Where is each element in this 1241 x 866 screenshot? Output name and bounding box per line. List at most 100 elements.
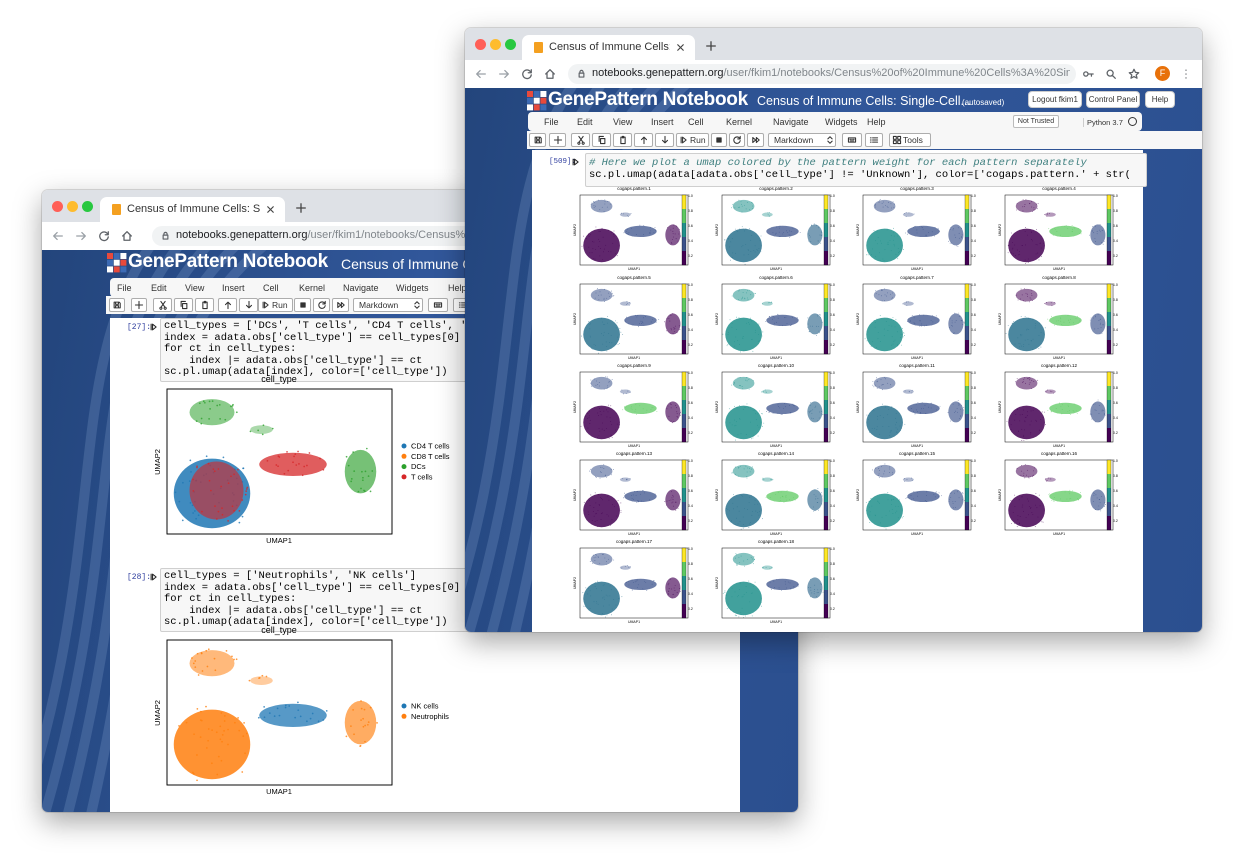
cell-dot [746, 403, 748, 405]
cell-dot [649, 232, 651, 233]
move-up-button[interactable] [634, 133, 653, 147]
insert-button[interactable] [131, 298, 147, 312]
paste-button[interactable] [195, 298, 214, 312]
cell-dot [237, 717, 239, 719]
cell-dot [760, 601, 762, 603]
colorbar-tick-label: 0.4 [688, 504, 693, 508]
menu-item[interactable]: Kernel [299, 283, 326, 293]
cell-dot [1033, 207, 1035, 209]
menu-item[interactable]: Navigate [343, 283, 379, 293]
header-button[interactable]: Help [1145, 91, 1175, 108]
back-icon [476, 69, 486, 79]
copy-button[interactable] [592, 133, 611, 147]
cell-dot [902, 303, 904, 305]
save-button[interactable] [529, 133, 546, 147]
cell-dot [915, 409, 917, 411]
stop-button[interactable] [294, 298, 311, 312]
cell-dot [1012, 247, 1014, 249]
menu-item[interactable]: Widgets [396, 283, 429, 293]
colorbar-frame [964, 371, 970, 443]
restart-button[interactable] [313, 298, 330, 312]
cluster-shade [189, 650, 235, 677]
keyboard-button[interactable] [842, 133, 862, 147]
keyboard-button[interactable] [428, 298, 448, 312]
menu-item[interactable]: View [185, 283, 205, 293]
menu-item[interactable]: Help [867, 117, 886, 127]
cell-dot [608, 292, 609, 294]
kbd-glyph [847, 137, 857, 143]
plot-frame-outline [166, 388, 393, 535]
stop-button[interactable] [711, 133, 727, 147]
cell-dot [622, 478, 624, 480]
paste-button[interactable] [613, 133, 632, 147]
cut-button[interactable] [153, 298, 172, 312]
cell-dot [668, 415, 670, 417]
header-button[interactable]: Logout fkim1 [1028, 91, 1082, 108]
browser-tab[interactable]: Census of Immune Cells: Single [522, 35, 695, 60]
window-control[interactable] [475, 39, 486, 50]
colorbar-tick-label: 0.6 [971, 401, 976, 405]
cell-dot [814, 589, 815, 590]
menu-item[interactable]: Help [448, 283, 467, 293]
home-glyph [122, 231, 132, 241]
run-button[interactable]: Run [676, 133, 709, 147]
move-up-button[interactable] [218, 298, 237, 312]
insert-button[interactable] [549, 133, 566, 147]
cell-type-select[interactable]: Markdown [768, 133, 836, 147]
menu-item[interactable]: Widgets [825, 117, 858, 127]
tools-button[interactable]: Tools [889, 133, 931, 147]
address-field[interactable] [568, 64, 1076, 84]
move-down-button[interactable] [655, 133, 674, 147]
cell-dot [653, 579, 655, 581]
cell-dot [1103, 412, 1105, 414]
menu-item[interactable]: Kernel [726, 117, 753, 127]
profile-avatar[interactable]: F [1155, 66, 1170, 81]
browser-tab[interactable]: Census of Immune Cells: Singl [100, 197, 285, 222]
cell-dot [884, 294, 886, 296]
menu-item[interactable]: Navigate [773, 117, 809, 127]
run-all-button[interactable] [332, 298, 349, 312]
cell-dot [629, 478, 631, 479]
cell-dot [602, 553, 604, 555]
window-control[interactable] [82, 201, 93, 212]
menu-item[interactable]: Cell [688, 117, 704, 127]
menu-item[interactable]: Cell [263, 283, 279, 293]
window-control[interactable] [490, 39, 501, 50]
cell-dot [675, 501, 677, 503]
cell-dot [786, 323, 788, 325]
cell-dot [1077, 227, 1079, 229]
menu-item[interactable]: Edit [151, 283, 167, 293]
cell-dot [741, 203, 742, 205]
header-button[interactable]: Control Panel [1086, 91, 1140, 108]
run-button[interactable]: Run [258, 298, 293, 312]
cell-dot [667, 594, 669, 596]
menu-item[interactable]: Edit [577, 117, 593, 127]
menu-item[interactable]: File [544, 117, 559, 127]
menu-item[interactable]: Insert [651, 117, 674, 127]
cell-type-select[interactable]: Markdown [353, 298, 423, 312]
save-button[interactable] [109, 298, 125, 312]
cell-dot [913, 226, 914, 228]
trust-indicator[interactable]: Not Trusted [1013, 115, 1059, 128]
colorbar-tick-label: 0.8 [830, 209, 835, 213]
menu-item[interactable]: Insert [222, 283, 245, 293]
move-down-button[interactable] [239, 298, 258, 312]
colorbar-segment [1107, 516, 1111, 530]
window-control[interactable] [505, 39, 516, 50]
menu-item[interactable]: View [613, 117, 633, 127]
list-button[interactable] [865, 133, 883, 147]
cell-dot [890, 293, 891, 295]
copy-button[interactable] [174, 298, 193, 312]
window-control[interactable] [52, 201, 63, 212]
cut-button[interactable] [571, 133, 590, 147]
cell-dot [616, 423, 618, 425]
window-control[interactable] [67, 201, 78, 212]
run-all-button[interactable] [747, 133, 764, 147]
cell-dot [1017, 299, 1019, 301]
cell-dot [760, 250, 762, 252]
restart-button[interactable] [729, 133, 745, 147]
cell-dot [364, 724, 367, 727]
menu-item[interactable]: File [117, 283, 132, 293]
colorbar-segment [965, 251, 969, 265]
cell-dot [912, 498, 914, 500]
